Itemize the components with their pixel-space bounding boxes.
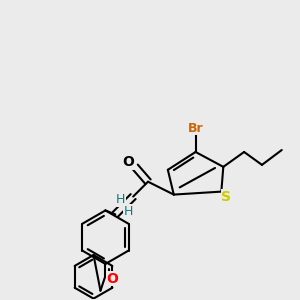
Text: H: H — [116, 193, 125, 206]
Text: O: O — [106, 272, 118, 286]
Text: H: H — [124, 205, 133, 218]
Text: Br: Br — [188, 122, 203, 135]
Text: S: S — [221, 190, 231, 204]
Text: O: O — [122, 155, 134, 169]
